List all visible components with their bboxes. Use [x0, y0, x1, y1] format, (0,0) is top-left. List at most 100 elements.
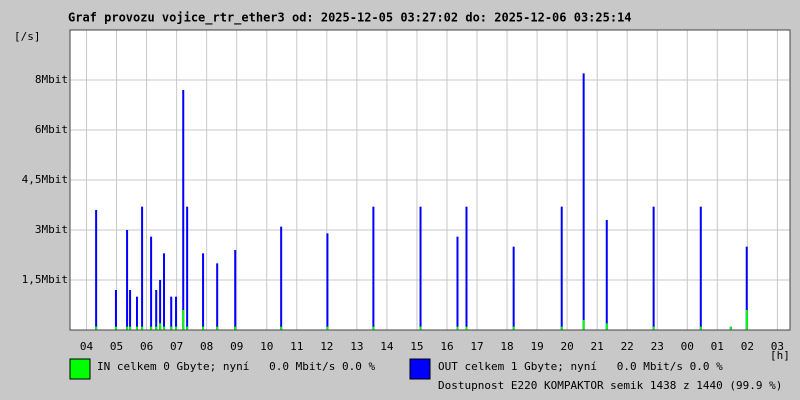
legend-label: IN celkem 0 Gbyte; nyní 0.0 Mbit/s 0.0 %: [97, 360, 376, 373]
bar: [560, 206, 563, 330]
grid: 1,5Mbit 3Mbit 4,5Mbit 6Mbit 8Mbit 04 05 06 07 08 0…: [22, 30, 790, 353]
bar: [126, 326, 129, 330]
bar: [182, 90, 185, 330]
bar: [512, 246, 515, 330]
x-tick-label: 20: [560, 340, 573, 353]
x-tick-label: 19: [530, 340, 543, 353]
bar: [135, 296, 138, 330]
y-tick-label: 1,5Mbit: [22, 273, 68, 286]
x-tick-label: 04: [80, 340, 94, 353]
x-tick-label: 23: [651, 340, 664, 353]
bar: [170, 326, 173, 330]
y-tick-label: 4,5Mbit: [22, 173, 68, 186]
bar: [129, 290, 132, 330]
bar: [163, 253, 166, 330]
x-tick-label: 12: [320, 340, 333, 353]
y-tick-label: 6Mbit: [35, 123, 68, 136]
bar: [163, 326, 166, 330]
chart-title: Graf provozu vojice_rtr_ether3 od: 2025-…: [68, 11, 632, 26]
bar: [202, 326, 205, 330]
legend-swatch: [69, 358, 91, 380]
bar: [512, 326, 515, 330]
bar: [216, 326, 219, 330]
bar: [699, 206, 702, 330]
bar: [182, 310, 185, 330]
bar: [155, 290, 158, 330]
bar: [456, 236, 459, 330]
x-tick-label: 15: [410, 340, 423, 353]
x-tick-label: 02: [741, 340, 754, 353]
bar: [419, 206, 422, 330]
bar: [234, 326, 237, 330]
x-tick-label: 22: [621, 340, 634, 353]
x-tick-label: 18: [500, 340, 513, 353]
bar: [605, 323, 608, 330]
x-tick-label: 21: [591, 340, 604, 353]
bar: [234, 250, 237, 330]
y-tick-label: 8Mbit: [35, 73, 68, 86]
bar: [280, 326, 283, 330]
x-tick-label: 05: [110, 340, 123, 353]
x-tick-label: 11: [290, 340, 303, 353]
bar: [186, 206, 189, 330]
bar: [159, 280, 162, 330]
x-axis-label: [h]: [770, 349, 790, 362]
bar: [745, 310, 748, 330]
x-tick-label: 10: [260, 340, 273, 353]
bar: [126, 230, 129, 330]
bar: [135, 326, 138, 330]
bar: [141, 326, 144, 330]
x-tick-label: 14: [380, 340, 394, 353]
x-tick-label: 00: [681, 340, 694, 353]
bar: [280, 226, 283, 330]
y-axis-label: [/s]: [14, 30, 41, 43]
x-tick-label: 06: [140, 340, 153, 353]
bar: [95, 326, 98, 330]
bar: [114, 290, 117, 330]
bar: [582, 73, 585, 330]
bar: [150, 326, 153, 330]
bar: [175, 326, 178, 330]
bar: [652, 206, 655, 330]
bar: [159, 323, 162, 330]
x-tick-label: 01: [711, 340, 724, 353]
bar: [114, 326, 117, 330]
bar: [372, 326, 375, 330]
bar: [465, 206, 468, 330]
bar: [129, 326, 132, 330]
bar: [175, 296, 178, 330]
bar: [202, 253, 205, 330]
bar: [95, 210, 98, 330]
bar: [155, 326, 158, 330]
bar: [216, 263, 219, 330]
x-tick-label: 16: [440, 340, 453, 353]
bar: [560, 326, 563, 330]
x-tick-label: 03: [771, 340, 784, 353]
footer-note: Dostupnost E220 KOMPAKTOR semik 1438 z 1…: [438, 379, 782, 392]
bar: [605, 220, 608, 330]
bar: [582, 320, 585, 330]
plot-border: [69, 29, 791, 331]
bar: [326, 233, 329, 330]
marks: [95, 73, 748, 330]
bar: [150, 236, 153, 330]
x-tick-label: 09: [230, 340, 243, 353]
x-tick-label: 13: [350, 340, 363, 353]
bar: [456, 326, 459, 330]
bar: [372, 206, 375, 330]
bar: [141, 206, 144, 330]
legend-swatch: [409, 358, 431, 380]
bar: [729, 326, 732, 330]
legend-label: OUT celkem 1 Gbyte; nyní 0.0 Mbit/s 0.0 …: [438, 360, 723, 373]
bar: [419, 326, 422, 330]
x-tick-label: 08: [200, 340, 213, 353]
x-tick-label: 17: [470, 340, 483, 353]
bar: [326, 326, 329, 330]
bar: [465, 326, 468, 330]
bar: [170, 296, 173, 330]
bar: [745, 246, 748, 330]
bar: [652, 326, 655, 330]
bar: [186, 326, 189, 330]
bar: [699, 326, 702, 330]
